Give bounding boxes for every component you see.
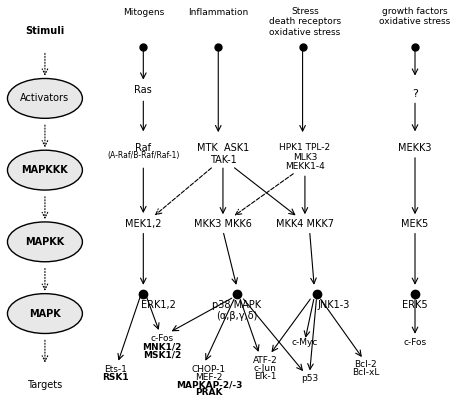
Ellipse shape [8,222,82,262]
Text: ERK5: ERK5 [402,300,428,309]
Text: JNK1-3: JNK1-3 [318,300,350,309]
Text: p38 MAPK
(α,β,γ,δ): p38 MAPK (α,β,γ,δ) [212,300,262,321]
Text: MLK3: MLK3 [293,153,317,162]
Text: c-Jun: c-Jun [254,364,276,373]
Text: (A-Raf/B-Raf/Raf-1): (A-Raf/B-Raf/Raf-1) [107,151,180,160]
Text: Activators: Activators [20,93,70,103]
Text: c-Fos: c-Fos [403,338,427,347]
Text: c-Myc: c-Myc [292,338,318,347]
Text: RSK1: RSK1 [102,372,128,381]
Text: MTK  ASK1: MTK ASK1 [197,143,249,153]
Text: PRAK: PRAK [195,389,223,398]
Text: MAPK: MAPK [29,309,61,319]
Text: MAPKKK: MAPKKK [21,165,68,175]
Text: MKK3 MKK6: MKK3 MKK6 [194,219,252,229]
Text: p53: p53 [301,374,318,383]
Text: Ets-1: Ets-1 [104,364,127,374]
Text: Bcl-2: Bcl-2 [355,360,377,369]
Text: Ras: Ras [135,85,152,95]
Text: MEK5: MEK5 [401,219,428,229]
Ellipse shape [8,150,82,190]
Text: growth factors
oxidative stress: growth factors oxidative stress [379,7,451,26]
Text: MEKK1-4: MEKK1-4 [285,162,325,171]
Text: MNK1/2: MNK1/2 [142,342,182,351]
Text: MKK4 MKK7: MKK4 MKK7 [276,219,334,229]
Text: HPK1 TPL-2: HPK1 TPL-2 [279,143,330,152]
Text: c-Fos: c-Fos [150,334,173,343]
Text: MEKK3: MEKK3 [398,143,432,153]
Ellipse shape [8,78,82,118]
Text: MAPKAP-2/-3: MAPKAP-2/-3 [176,381,242,389]
Text: Stimuli: Stimuli [25,26,64,36]
Text: ERK1,2: ERK1,2 [141,300,176,309]
Text: MSK1/2: MSK1/2 [143,350,181,359]
Ellipse shape [8,294,82,333]
Text: ATF-2: ATF-2 [253,356,277,365]
Text: Raf: Raf [135,143,151,153]
Text: MEK1,2: MEK1,2 [125,219,162,229]
Text: TAK-1: TAK-1 [210,155,237,165]
Text: Elk-1: Elk-1 [254,372,276,381]
Text: ?: ? [412,89,418,99]
Text: MEF-2: MEF-2 [195,372,223,381]
Text: Bcl-xL: Bcl-xL [352,368,380,377]
Text: Stress
death receptors
oxidative stress: Stress death receptors oxidative stress [269,7,341,37]
Text: Targets: Targets [27,380,63,390]
Text: Mitogens: Mitogens [123,8,164,17]
Text: CHOP-1: CHOP-1 [192,364,226,374]
Text: MAPKK: MAPKK [25,237,64,247]
Text: Inflammation: Inflammation [188,8,248,17]
